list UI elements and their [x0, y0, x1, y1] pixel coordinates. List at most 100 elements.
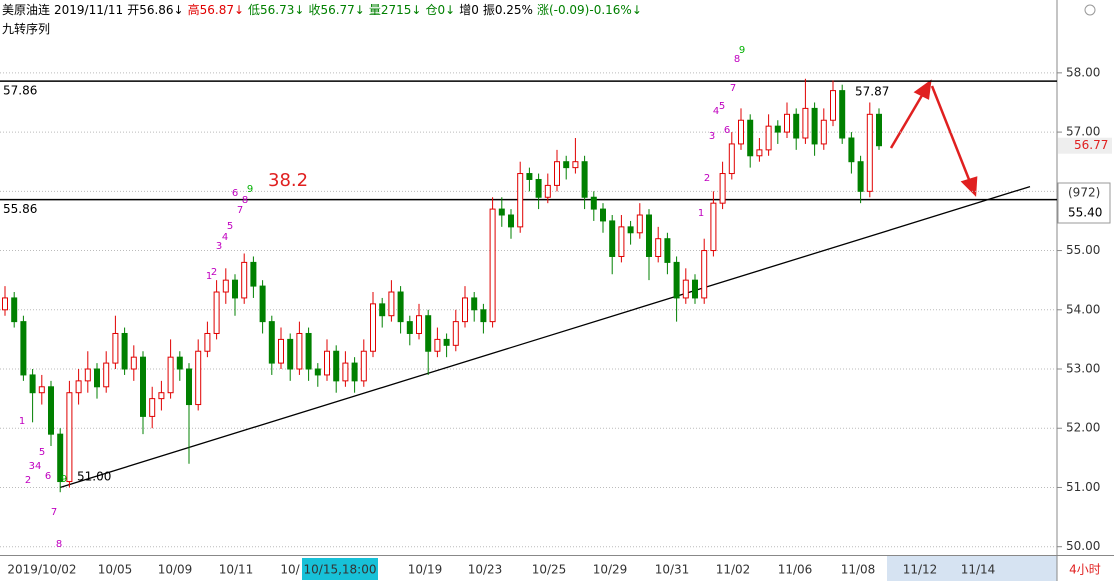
candle-body: [296, 332, 303, 370]
td-label: 3: [216, 241, 222, 252]
x-tick-label: 11/08: [841, 563, 876, 577]
quote-field: 收56.77↓: [308, 3, 365, 17]
candle-body: [278, 338, 284, 364]
candle-body: [498, 208, 505, 216]
x-tick-label: 10/19: [408, 563, 443, 577]
candle-body: [434, 338, 441, 352]
quote-field: 低56.73↓: [248, 3, 305, 17]
candle-body: [857, 161, 864, 192]
candle-body: [342, 362, 349, 382]
candle-body: [232, 279, 238, 299]
candle-body: [443, 338, 450, 346]
x-tick-label: 10/31: [655, 563, 690, 577]
candle-body: [480, 309, 487, 323]
candle-body: [268, 321, 275, 364]
x-tick-label: 10/29: [593, 563, 628, 577]
td-label: 5: [719, 101, 725, 112]
x-tick-label: 10/09: [158, 563, 193, 577]
candle-body: [839, 90, 846, 139]
x-tick-label: 10/: [280, 563, 300, 577]
td-label: 9: [739, 45, 745, 56]
x-tick-label: 11/02: [716, 563, 751, 577]
candle-body: [820, 119, 827, 145]
y-tick-label: 51.00: [1066, 480, 1100, 494]
candle-body: [793, 113, 800, 139]
candle-body: [710, 202, 717, 252]
td-label: 7: [51, 507, 57, 518]
td-label: 2: [704, 173, 710, 184]
candle-body: [618, 226, 625, 257]
candle-body: [462, 297, 468, 323]
candle-body: [167, 356, 174, 394]
y-tick-label: 54.00: [1066, 302, 1100, 316]
x-tick-label: 10/23: [468, 563, 503, 577]
level-label: 55.86: [3, 202, 37, 216]
annotation: 57.87: [855, 85, 889, 99]
td-label: 3: [709, 131, 715, 142]
candle-body: [305, 332, 312, 370]
x-tick-label: 11/14: [961, 563, 996, 577]
candle-body: [38, 386, 45, 394]
td-label: 6: [232, 188, 238, 199]
quote-field: 量2715↓: [368, 3, 422, 17]
last-price-bg: [1058, 137, 1112, 154]
candle-body: [600, 208, 606, 222]
td-label: 7: [730, 83, 736, 94]
candle-body: [140, 356, 146, 417]
candle-body: [692, 279, 698, 299]
candle-body: [176, 356, 183, 370]
candle-body: [738, 119, 744, 145]
candle-body: [866, 113, 873, 192]
candle-body: [103, 362, 110, 388]
y-tick-label: 55.00: [1066, 243, 1100, 257]
candle-body: [287, 338, 294, 370]
annotation: 38.2: [268, 170, 308, 191]
td-label: 5: [227, 221, 233, 232]
candle-body: [314, 368, 321, 376]
candle-body: [508, 214, 514, 228]
td-label: 4: [713, 106, 719, 117]
x-tick-label: 10/15,18:00: [304, 563, 377, 577]
candle-body: [379, 303, 386, 317]
td-label: 8: [242, 195, 248, 206]
settings-icon[interactable]: [1084, 4, 1096, 16]
candle-body: [112, 332, 119, 364]
quote-field: 涨(-0.09)-0.16%↓: [536, 3, 642, 17]
candle-body: [11, 297, 18, 323]
candle-body: [452, 321, 459, 346]
candle-body: [333, 350, 340, 382]
candle-body: [719, 173, 726, 204]
candle-body: [627, 226, 634, 234]
candle-body: [250, 261, 257, 287]
level-label: 57.86: [3, 84, 37, 98]
candle-body: [84, 368, 91, 382]
candle-body: [673, 261, 680, 299]
candle-body: [784, 113, 790, 133]
quote-field: 开56.86↓: [127, 3, 184, 17]
x-tick-label: 10/11: [219, 563, 254, 577]
level-box: [1057, 182, 1111, 224]
candle-body: [554, 161, 560, 186]
candle-body: [517, 173, 524, 228]
candle-body: [406, 321, 413, 334]
td-label: 2: [211, 267, 217, 278]
candle-body: [563, 161, 570, 169]
candle-body: [802, 107, 809, 139]
cursor-label-bg: [302, 558, 378, 580]
candle-body: [636, 214, 643, 234]
future-zone: [887, 556, 1057, 581]
candle-body: [75, 380, 82, 394]
annotation: 51.00: [77, 470, 111, 484]
candle-body: [765, 125, 772, 151]
candle-body: [664, 238, 671, 263]
last-price: 56.77: [1074, 138, 1108, 152]
quote-field: 仓0↓: [425, 3, 456, 17]
candle-body: [581, 161, 588, 198]
candle-body: [57, 433, 64, 483]
td-label: 4: [222, 232, 228, 243]
x-tick-label: 10/25: [532, 563, 567, 577]
quote-field: 振0.25%: [482, 3, 533, 17]
candle-body: [747, 119, 754, 157]
td-label: 34: [29, 461, 42, 472]
